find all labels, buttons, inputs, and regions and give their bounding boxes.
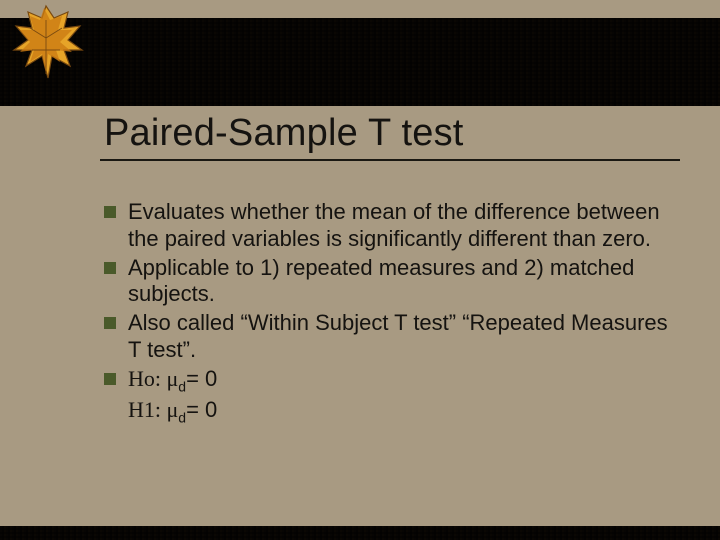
subscript-d: d [178, 410, 186, 426]
maple-leaf-icon [6, 0, 86, 92]
bullet-list: Evaluates whether the mean of the differ… [100, 199, 680, 427]
list-item: Applicable to 1) repeated measures and 2… [128, 255, 680, 309]
bullet-text: Evaluates whether the mean of the differ… [128, 199, 660, 251]
slide-content: Paired-Sample T test Evaluates whether t… [100, 108, 680, 429]
hypothesis-h1-prefix: H1: μ [128, 397, 178, 422]
bottom-texture-band [0, 526, 720, 540]
bullet-text: H1: μd= 0 [128, 397, 217, 422]
list-item: Evaluates whether the mean of the differ… [128, 199, 680, 253]
list-item: Also called “Within Subject T test” “Rep… [128, 310, 680, 364]
bullet-text: Applicable to 1) repeated measures and 2… [128, 255, 634, 307]
list-item: H1: μd= 0 [128, 397, 680, 426]
top-texture-band [0, 18, 720, 106]
bullet-text: Also called “Within Subject T test” “Rep… [128, 310, 668, 362]
hypothesis-h1-tail: = 0 [186, 397, 217, 422]
hypothesis-h0-prefix: Ho: μ [128, 366, 178, 391]
subscript-d: d [178, 378, 186, 394]
slide-title: Paired-Sample T test [100, 108, 680, 161]
bullet-text: Ho: μd= 0 [128, 366, 217, 391]
hypothesis-h0-tail: = 0 [186, 366, 217, 391]
list-item: Ho: μd= 0 [128, 366, 680, 395]
